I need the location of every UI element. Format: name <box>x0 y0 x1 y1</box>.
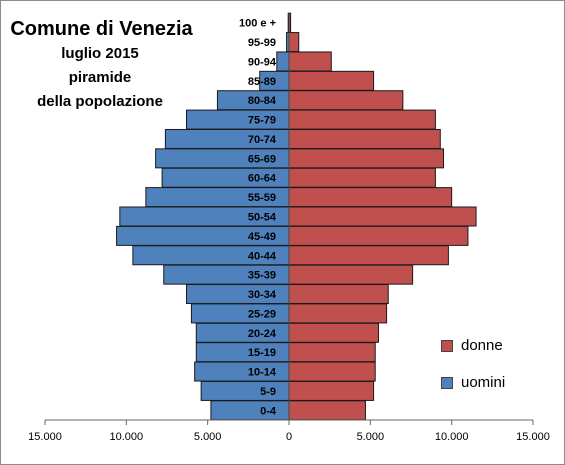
age-group-label: 40-44 <box>248 250 277 262</box>
x-axis-tick-label: 15.000 <box>516 431 550 443</box>
age-group-label: 75-79 <box>248 115 276 127</box>
chart-subtitle-type: piramide <box>68 69 132 86</box>
x-axis-tick-label: 5.000 <box>194 431 222 443</box>
age-group-label: 45-49 <box>248 231 276 243</box>
x-axis-tick-label: 10.000 <box>110 431 144 443</box>
legend-swatch-uomini <box>441 376 453 389</box>
age-group-label: 10-14 <box>248 367 277 379</box>
bar-donne-15-19 <box>288 342 376 363</box>
bar-donne-90-94 <box>288 51 332 72</box>
bar-donne-55-59 <box>288 187 453 208</box>
legend-label-uomini: uomini <box>461 374 506 391</box>
chart-subtitle-date: luglio 2015 <box>61 45 139 62</box>
age-group-label: 80-84 <box>248 95 277 107</box>
age-group-label: 100 e + <box>239 18 276 30</box>
bar-donne-10-14 <box>288 361 376 382</box>
bar-donne-30-34 <box>288 284 389 305</box>
legend-item-uomini: uomini <box>441 374 505 391</box>
bar-donne-50-54 <box>288 206 477 227</box>
bar-donne-95-99 <box>288 32 300 53</box>
bar-donne-65-69 <box>288 148 445 169</box>
x-axis-tick-label: 15.000 <box>28 431 62 443</box>
x-axis-tick-label: 5.000 <box>357 431 385 443</box>
age-group-label: 0-4 <box>260 405 277 417</box>
bar-donne-70-74 <box>288 128 441 149</box>
bar-donne-45-49 <box>288 225 469 246</box>
age-group-label: 30-34 <box>248 289 277 301</box>
legend-label-donne: donne <box>461 337 503 354</box>
bar-uomini-0-4 <box>210 400 290 421</box>
x-axis-tick-label: 0 <box>286 431 292 443</box>
bar-donne-0-4 <box>288 400 366 421</box>
bar-donne-80-84 <box>288 90 404 111</box>
chart-title: Comune di Venezia <box>10 18 193 40</box>
bar-donne-85-89 <box>288 70 375 91</box>
bar-donne-25-29 <box>288 303 388 324</box>
legend-swatch-donne <box>441 339 453 352</box>
age-group-label: 25-29 <box>248 308 276 320</box>
bar-uomini-90-94 <box>276 51 290 72</box>
bar-donne-35-39 <box>288 264 414 285</box>
age-group-label: 65-69 <box>248 153 276 165</box>
age-group-label: 85-89 <box>248 76 276 88</box>
age-group-label: 35-39 <box>248 270 276 282</box>
legend-item-donne: donne <box>441 337 503 354</box>
chart-subtitle-desc: della popolazione <box>37 93 163 110</box>
bar-donne-75-79 <box>288 109 436 130</box>
age-group-label: 5-9 <box>260 386 276 398</box>
age-group-label: 60-64 <box>248 173 277 185</box>
bar-donne-5-9 <box>288 380 375 401</box>
age-group-label: 55-59 <box>248 192 276 204</box>
bar-donne-60-64 <box>288 167 436 188</box>
x-axis-tick-label: 10.000 <box>435 431 469 443</box>
age-group-label: 95-99 <box>248 37 276 49</box>
age-group-label: 50-54 <box>248 212 277 224</box>
age-group-label: 90-94 <box>248 56 277 68</box>
age-group-label: 20-24 <box>248 328 277 340</box>
age-group-label: 70-74 <box>248 134 277 146</box>
age-group-label: 15-19 <box>248 347 276 359</box>
bar-donne-20-24 <box>288 322 379 343</box>
bar-donne-40-44 <box>288 245 449 266</box>
